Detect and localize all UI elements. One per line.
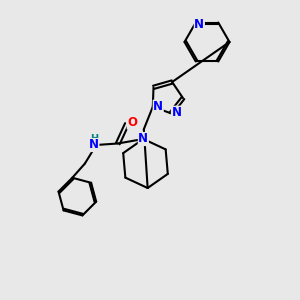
- Text: N: N: [194, 18, 204, 32]
- Text: N: N: [171, 106, 182, 119]
- Text: N: N: [138, 133, 148, 146]
- Text: N: N: [153, 100, 163, 113]
- Text: H: H: [90, 134, 98, 144]
- Text: O: O: [127, 116, 137, 129]
- Text: N: N: [89, 139, 99, 152]
